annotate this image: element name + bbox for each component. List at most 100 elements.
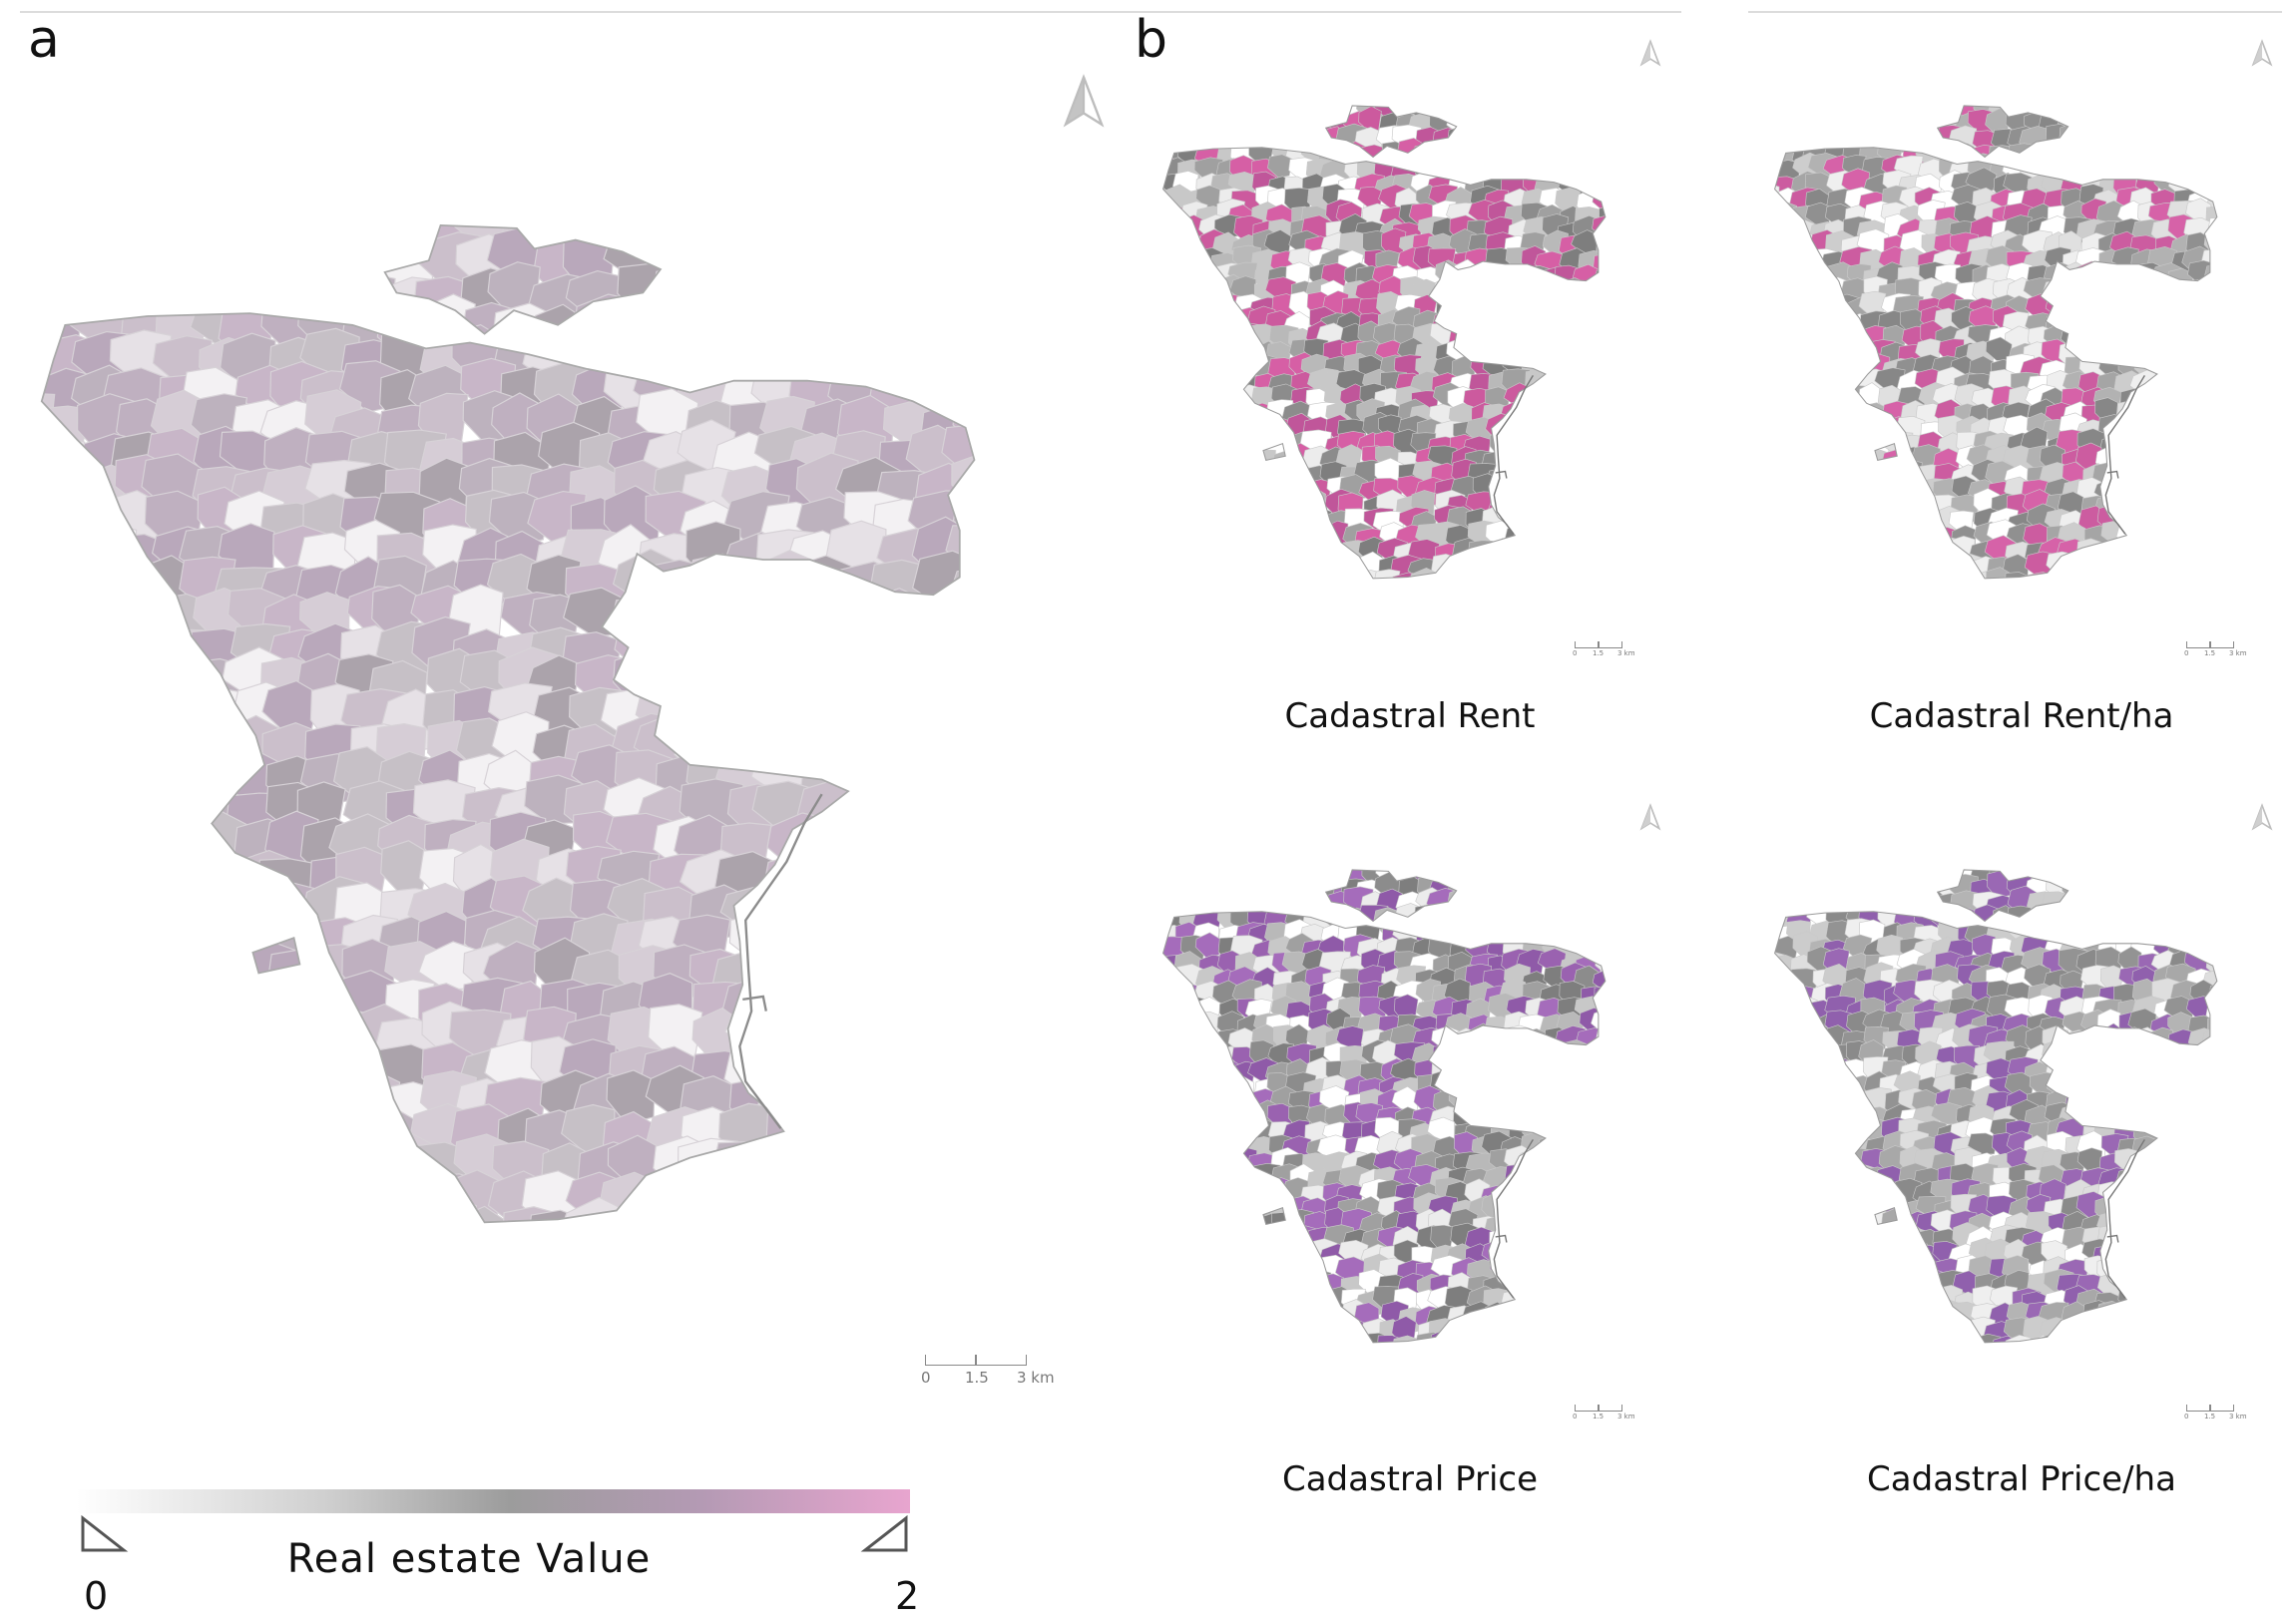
district-670: [2148, 459, 2175, 488]
district-486: [1774, 1131, 1783, 1158]
district-352: [1162, 294, 1188, 319]
district-104: [2170, 136, 2198, 163]
district-675: [1774, 475, 1781, 501]
district-727: [2201, 495, 2217, 517]
district-53: [994, 241, 1056, 298]
district-6: [221, 224, 280, 258]
district-55: [41, 264, 93, 319]
district-50: [2168, 878, 2197, 906]
district-483: [1580, 355, 1605, 387]
district-615: [1522, 1196, 1550, 1225]
district-54: [1162, 887, 1176, 914]
district-74: [752, 269, 814, 335]
district-50: [865, 236, 931, 301]
district-570: [1197, 1183, 1225, 1211]
district-599: [1234, 1193, 1262, 1219]
district-327: [1194, 1038, 1222, 1069]
district-433: [1162, 1100, 1190, 1127]
district-272: [1790, 248, 1820, 278]
district-31: [1215, 114, 1248, 140]
district-431: [1611, 1088, 1640, 1115]
district-271: [1774, 244, 1802, 269]
district-872: [1896, 1350, 1922, 1377]
district-887: [865, 1236, 926, 1292]
district-881: [644, 1241, 697, 1290]
district-668: [1499, 465, 1528, 492]
district-756: [1162, 1287, 1171, 1314]
district-777: [2134, 1287, 2162, 1312]
district-48: [1522, 112, 1553, 140]
district-486: [41, 789, 47, 844]
district-671: [2167, 463, 2196, 491]
district-843: [230, 1198, 292, 1223]
district-709: [258, 1038, 320, 1092]
district-792: [344, 1139, 398, 1198]
district-432: [1774, 342, 1785, 372]
district-217: [1162, 214, 1185, 242]
district-676: [41, 1007, 91, 1055]
district-189: [1162, 202, 1167, 232]
district-483: [1579, 1120, 1606, 1150]
district-808: [2200, 1304, 2217, 1334]
district-617: [1562, 428, 1592, 458]
district-62: [1894, 889, 1925, 915]
district-314: [2062, 1029, 2093, 1055]
map-cadastral-rent-per-ha: [1774, 105, 2218, 580]
district-490: [1826, 369, 1854, 398]
district-53: [1614, 112, 1639, 137]
district-669: [1524, 1228, 1555, 1256]
district-888: [921, 1235, 970, 1284]
district-72: [2075, 888, 2106, 916]
district-884: [761, 1235, 820, 1292]
north-arrow-icon: [1639, 39, 1661, 67]
district-32: [1845, 107, 1869, 135]
district-860: [2166, 571, 2195, 579]
district-763: [1266, 1291, 1296, 1314]
district-669: [1522, 462, 1555, 491]
district-626: [1844, 447, 1870, 477]
district-61: [1881, 887, 1906, 914]
district-833: [872, 1164, 933, 1219]
district-729: [1138, 1274, 1162, 1300]
district-843: [1254, 568, 1282, 579]
district-819: [1301, 1320, 1327, 1343]
district-813: [109, 1166, 166, 1223]
district-865: [43, 1235, 105, 1285]
district-573: [1862, 415, 1895, 445]
district-787: [155, 1129, 213, 1190]
district-598: [1829, 1192, 1861, 1220]
district-840: [1806, 571, 1832, 579]
district-589: [2151, 1178, 2180, 1204]
district-105: [916, 298, 972, 351]
district-24: [2186, 869, 2215, 890]
district-593: [2226, 419, 2252, 445]
district-25: [1594, 105, 1606, 123]
district-759: [120, 1097, 186, 1157]
district-696: [797, 1015, 866, 1076]
district-756: [1162, 521, 1175, 548]
district-679: [1218, 1241, 1244, 1269]
district-803: [2110, 539, 2140, 566]
district-431: [2222, 328, 2249, 353]
district-21: [1519, 869, 1548, 885]
district-382: [1826, 1071, 1855, 1095]
district-672: [2182, 463, 2215, 494]
district-453: [1521, 1104, 1553, 1131]
district-4: [1216, 869, 1245, 882]
district-106: [2204, 141, 2217, 167]
district-787: [1207, 1306, 1241, 1330]
district-323: [2227, 1027, 2256, 1050]
district-750: [2135, 1268, 2164, 1296]
district-342: [1463, 276, 1492, 301]
district-544: [149, 858, 202, 911]
district-859: [834, 1208, 893, 1223]
district-100: [2099, 904, 2124, 929]
district-28: [1774, 877, 1799, 902]
district-424: [1484, 321, 1517, 349]
district-870: [1245, 1347, 1275, 1373]
district-762: [1863, 1286, 1890, 1314]
district-52: [954, 236, 975, 301]
district-844: [1877, 1333, 1908, 1343]
district-791: [307, 1135, 358, 1187]
district-327: [1809, 282, 1843, 309]
